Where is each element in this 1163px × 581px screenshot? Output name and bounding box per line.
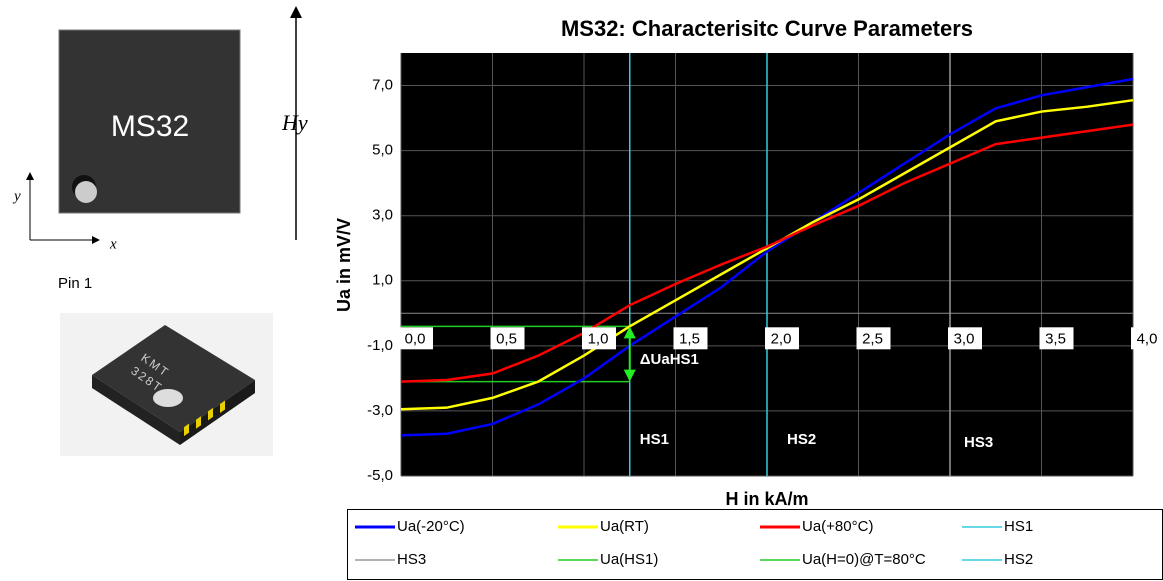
x-tick-bg (490, 327, 525, 350)
legend-label: HS2 (1004, 551, 1033, 568)
y-tick-label: 5,0 (372, 142, 393, 159)
package-pins (184, 400, 225, 437)
y-tick-label: 7,0 (372, 77, 393, 94)
package-front (180, 380, 255, 445)
x-tick-bg (582, 327, 616, 350)
pin-dot (75, 181, 97, 203)
package-top (92, 325, 255, 432)
y-tick-label: -5,0 (367, 467, 393, 484)
x-tick-bg (948, 327, 982, 350)
series-line (400, 77, 1134, 437)
x-tick-bg (765, 327, 799, 350)
y-axis-label: Ua in mV/V (334, 218, 354, 312)
x-tick-label: 0,0 (405, 330, 426, 347)
series-line (400, 123, 1134, 383)
package-dot (153, 389, 183, 407)
annotation: HS1 (640, 431, 669, 448)
x-tick-label: 1,0 (588, 330, 609, 347)
pin-label: Pin 1 (58, 275, 92, 292)
arrow-head (623, 326, 636, 339)
x-tick-label: 3,0 (954, 330, 975, 347)
legend-label: HS3 (397, 551, 426, 568)
legend-label: HS1 (1004, 518, 1033, 535)
axis-y: y (12, 188, 21, 204)
legend-label: Ua(-20°C) (397, 518, 465, 535)
legend (347, 509, 1163, 580)
x-tick-label: 3,5 (1045, 330, 1066, 347)
arrow-head (623, 369, 636, 382)
x-axis-label: H in kA/m (725, 489, 808, 509)
legend-label: Ua(RT) (600, 518, 649, 535)
y-tick-label: -3,0 (367, 402, 393, 419)
legend-label: Ua(+80°C) (802, 518, 873, 535)
x-tick-bg (673, 327, 708, 350)
x-tick-bg (1039, 327, 1074, 350)
chart-title: MS32: Characterisitc Curve Parameters (561, 16, 973, 41)
series-line (400, 98, 1134, 411)
chip-label: MS32 (111, 110, 189, 143)
annotation: HS2 (787, 431, 816, 448)
y-tick-label: -1,0 (367, 337, 393, 354)
x-tick-bg (399, 327, 433, 350)
y-tick-label: 1,0 (372, 272, 393, 289)
package-side (92, 375, 180, 445)
legend-label: Ua(H=0)@T=80°C (802, 551, 926, 568)
x-tick-bg (1131, 327, 1163, 350)
x-tick-label: 1,5 (679, 330, 700, 347)
x-tick-label: 2,0 (771, 330, 792, 347)
legend-label: Ua(HS1) (600, 551, 658, 568)
x-tick-label: 2,5 (862, 330, 883, 347)
x-tick-bg (856, 327, 891, 350)
annotation: ΔUaHS1 (640, 351, 699, 368)
axis-x: x (109, 236, 117, 252)
x-tick-label: 0,5 (496, 330, 517, 347)
y-tick-label: 3,0 (372, 207, 393, 224)
annotation: HS3 (964, 434, 993, 451)
x-tick-label: 4,0 (1137, 330, 1158, 347)
field-label: Hy (281, 110, 308, 135)
